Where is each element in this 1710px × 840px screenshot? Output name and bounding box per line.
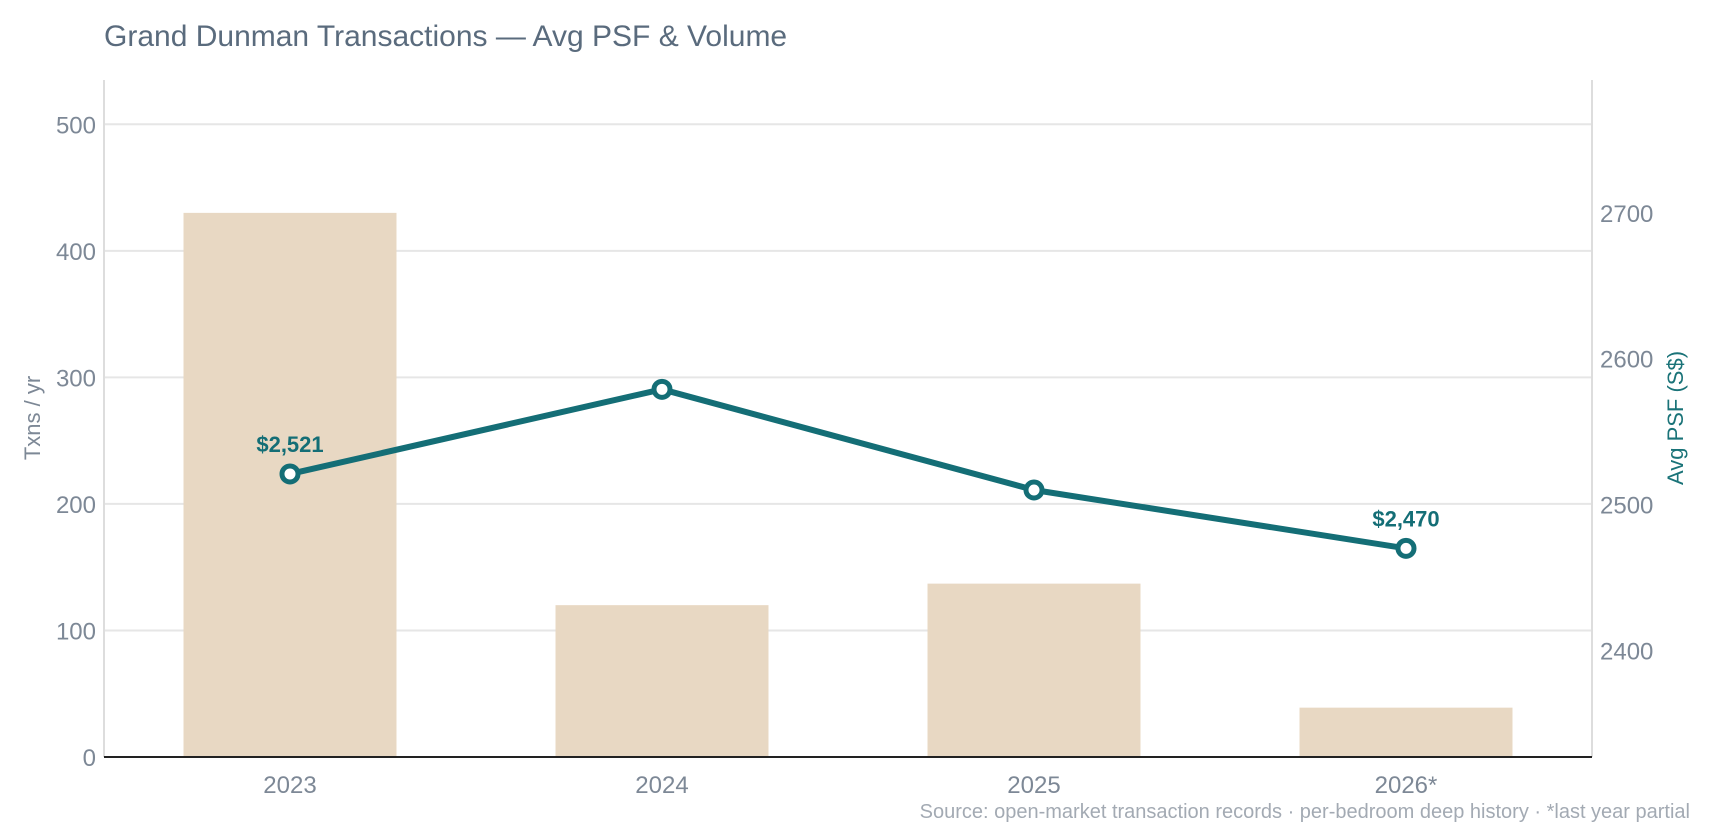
- right-tick-label: 2600: [1600, 347, 1653, 374]
- left-tick-label: 300: [56, 365, 96, 392]
- left-tick-label: 400: [56, 239, 96, 266]
- left-axis-label: Txns / yr: [20, 376, 45, 460]
- x-tick-label: 2023: [263, 772, 316, 799]
- psf-point-2026*: [1395, 537, 1417, 559]
- psf-data-label: $2,521: [256, 432, 323, 457]
- psf-data-label: $2,470: [1372, 506, 1439, 531]
- right-axis-label: Avg PSF (S$): [1663, 351, 1688, 485]
- axes: [103, 80, 1593, 758]
- x-tick-label: 2025: [1007, 772, 1060, 799]
- psf-line: [287, 386, 1409, 552]
- tick-labels: 0 100 200 300 400 500 2400 2500 2600 2700 2023 2024…: [56, 112, 1653, 799]
- chart-title: Grand Dunman Transactions — Avg PSF & Vo…: [104, 20, 787, 53]
- right-tick-label: 2700: [1600, 201, 1653, 228]
- bar-2025: [927, 583, 1141, 757]
- bar-series: [183, 212, 1513, 758]
- right-tick-label: 2500: [1600, 493, 1653, 520]
- left-tick-label: 200: [56, 492, 96, 519]
- left-tick-label: 100: [56, 618, 96, 645]
- source-note: Source: open-market transaction records …: [920, 801, 1690, 823]
- psf-point-2024: [651, 378, 673, 400]
- x-tick-label: 2026*: [1375, 772, 1438, 799]
- psf-point-2023: [279, 463, 301, 485]
- psf-point-2025: [1023, 479, 1045, 501]
- left-tick-label: 500: [56, 112, 96, 139]
- line-series: $2,521 $2,470: [256, 378, 1440, 559]
- x-tick-label: 2024: [635, 772, 688, 799]
- right-tick-label: 2400: [1600, 638, 1653, 665]
- bar-2026*: [1299, 707, 1513, 757]
- left-tick-label: 0: [83, 745, 96, 772]
- bar-2024: [555, 605, 769, 757]
- bar-2023: [183, 212, 397, 758]
